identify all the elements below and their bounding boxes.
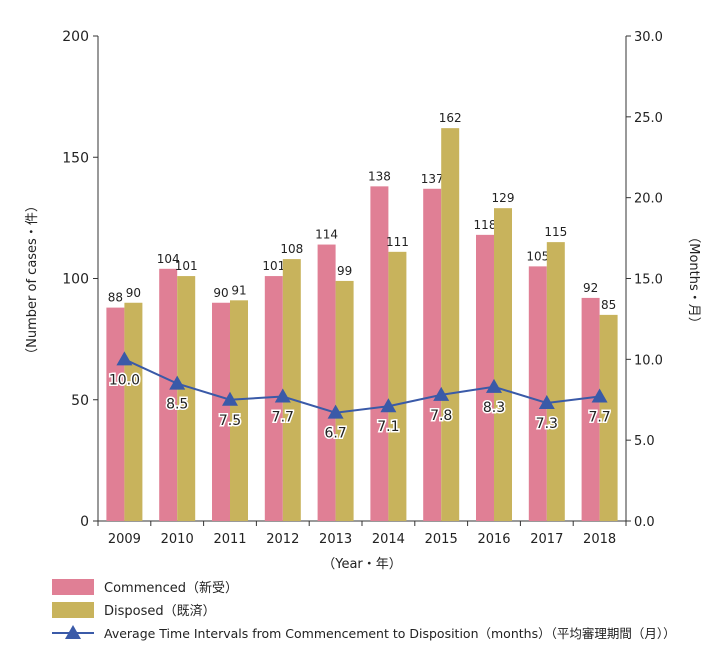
x-tick-label: 2018 xyxy=(583,532,616,547)
bar-value-label: 138 xyxy=(368,169,391,183)
bar xyxy=(230,300,248,521)
bar-value-label: 137 xyxy=(421,172,444,186)
bar-value-label: 114 xyxy=(315,228,338,242)
bar xyxy=(581,297,600,521)
x-tick-label: 2016 xyxy=(477,532,510,547)
bar-value-label: 88 xyxy=(108,291,123,305)
legend-label: Average Time Intervals from Commencement… xyxy=(104,626,676,641)
legend-triangle-icon xyxy=(65,625,81,639)
y-tick-label: 0 xyxy=(80,514,89,530)
bar xyxy=(370,186,389,521)
y2-axis-label: （Months・月） xyxy=(686,230,701,330)
line-marker-triangle xyxy=(433,386,450,401)
line-value-label: 10.0 xyxy=(109,372,140,388)
x-tick-label: 2017 xyxy=(530,532,563,547)
line-marker-triangle xyxy=(222,391,238,406)
line-value-label: 7.7 xyxy=(588,410,610,426)
x-tick-label: 2010 xyxy=(161,532,194,547)
bar-value-label: 99 xyxy=(337,264,352,278)
line-marker-triangle xyxy=(591,388,608,403)
line-marker-triangle xyxy=(116,351,133,366)
bar xyxy=(106,307,125,521)
line-series: 10.0 8.5 7.5 7.7 6.7 7.1 7.8 8.3 7.3 7.7 xyxy=(107,351,612,443)
bar-value-label: 129 xyxy=(492,191,515,205)
axes: 0 50 100 150 200 0.0 5.0 10.0 15.0 20.0 25.0 30.0 20… xyxy=(62,29,663,547)
bars: 88 104 90 101 114 138 137 118 105 92 90 101 91 108 99 1… xyxy=(106,111,618,522)
x-tick-label: 2014 xyxy=(372,532,405,547)
x-axis-label: （Year・年） xyxy=(322,557,402,572)
y-tick-label: 200 xyxy=(62,29,89,45)
line-value-label: 7.8 xyxy=(430,408,452,424)
bar-value-label: 101 xyxy=(175,259,198,273)
y2-tick-label: 10.0 xyxy=(634,353,663,368)
y2-tick-label: 30.0 xyxy=(634,30,663,45)
x-tick-label: 2011 xyxy=(213,532,246,547)
bar-value-label: 104 xyxy=(157,252,180,266)
line-marker-triangle xyxy=(538,394,555,409)
legend-label: Commenced（新受） xyxy=(104,580,238,596)
bar xyxy=(335,280,354,521)
bar xyxy=(494,208,512,522)
bar-value-label: 91 xyxy=(231,283,246,297)
bar-value-label: 92 xyxy=(583,281,598,295)
bar xyxy=(599,314,618,521)
bar-value-label: 108 xyxy=(280,242,303,256)
x-tick-label: 2009 xyxy=(108,532,141,547)
bar-value-label: 162 xyxy=(439,111,462,125)
bar-value-label: 90 xyxy=(213,286,228,300)
line-marker-triangle xyxy=(327,404,344,419)
line-value-label: 8.3 xyxy=(483,400,505,416)
line-value-label: 8.5 xyxy=(166,397,188,413)
x-tick-label: 2012 xyxy=(266,532,299,547)
line-marker-triangle xyxy=(486,378,502,393)
bar xyxy=(317,244,336,522)
bar xyxy=(528,266,547,521)
legend-swatch xyxy=(52,602,94,618)
legend: Commenced（新受） Disposed（既済） Average Time In… xyxy=(52,579,676,641)
legend-swatch xyxy=(52,579,94,595)
bar-value-label: 101 xyxy=(262,259,285,273)
bar xyxy=(282,259,301,521)
bar xyxy=(124,302,143,521)
y-tick-label: 150 xyxy=(62,150,89,166)
bar-value-label: 90 xyxy=(126,286,141,300)
bar-value-label: 105 xyxy=(526,249,549,263)
line-value-label: 6.7 xyxy=(324,426,346,442)
bar-value-label: 111 xyxy=(386,235,409,249)
y-axis-label: （Number of cases・件） xyxy=(25,199,40,361)
x-tick-label: 2015 xyxy=(425,532,458,547)
bar-value-label: 115 xyxy=(544,225,567,239)
bar xyxy=(212,302,230,521)
line-value-label: 7.3 xyxy=(536,416,558,432)
line-marker-triangle xyxy=(274,388,291,403)
y-tick-label: 50 xyxy=(71,393,89,409)
bar-value-label: 85 xyxy=(601,298,616,312)
x-tick-label: 2013 xyxy=(319,532,352,547)
line-marker-triangle xyxy=(380,398,397,413)
bar xyxy=(177,276,196,521)
y-tick-label: 100 xyxy=(62,272,89,288)
bar xyxy=(423,188,442,521)
bar xyxy=(441,128,460,521)
bar xyxy=(159,268,178,521)
y2-tick-label: 5.0 xyxy=(634,434,655,449)
bar xyxy=(388,251,407,521)
y2-tick-label: 25.0 xyxy=(634,111,663,126)
bar xyxy=(476,234,494,521)
line-value-label: 7.5 xyxy=(219,413,241,429)
legend-label: Disposed（既済） xyxy=(104,603,216,619)
bar xyxy=(264,276,283,521)
line-path xyxy=(123,358,600,414)
line-value-label: 7.7 xyxy=(272,410,294,426)
line-value-label: 7.1 xyxy=(377,419,399,435)
y2-tick-label: 15.0 xyxy=(634,273,663,288)
line-marker-triangle xyxy=(169,375,186,390)
y2-tick-label: 0.0 xyxy=(634,515,655,530)
bar-value-label: 118 xyxy=(474,218,497,232)
bar xyxy=(546,242,565,521)
y2-tick-label: 20.0 xyxy=(634,192,663,207)
